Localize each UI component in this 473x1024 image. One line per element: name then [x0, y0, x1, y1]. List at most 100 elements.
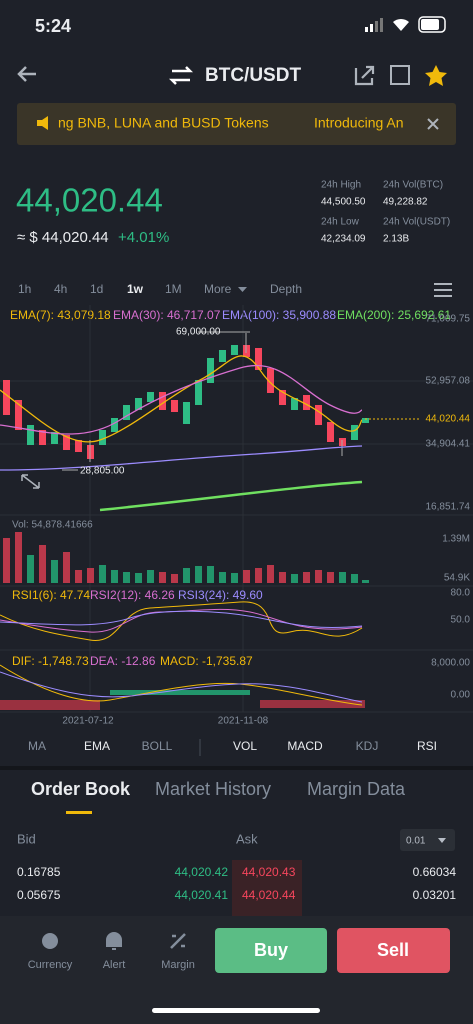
ask-price: 44,020.44: [242, 888, 296, 902]
ask-price: 44,020.43: [242, 865, 296, 879]
share[interactable]: [354, 65, 375, 86]
interval[interactable]: 1d: [90, 282, 103, 296]
dif: [0, 664, 363, 706]
banner[interactable]: [17, 103, 456, 145]
margin-icon: [170, 933, 186, 949]
interval[interactable]: More: [204, 282, 232, 296]
stat-label: 24h High: [321, 180, 361, 191]
stat-label: 24h Vol(BTC): [383, 180, 443, 191]
macd-labels: DIF: -1,748.73 DEA: -12.86 MACD: -1,735.…: [12, 654, 253, 668]
stat-label: 24h Vol(USDT): [383, 217, 450, 228]
indicator[interactable]: MA: [28, 739, 46, 753]
interval[interactable]: 1M: [165, 282, 182, 296]
axis-label: 50.0: [451, 615, 471, 626]
ema-labels: EMA(7): 43,079.18 EMA(30): 46,717.07 EMA…: [10, 308, 451, 322]
axis-label: 71,009.75: [426, 314, 471, 325]
axis-label: 0.00: [451, 690, 471, 701]
ema100: [0, 445, 363, 471]
swap[interactable]: [168, 66, 194, 85]
favorite[interactable]: [425, 65, 447, 86]
pair: BTC/USDT: [205, 65, 301, 86]
interval[interactable]: 1h: [18, 282, 31, 296]
macd-label: DEA: -12.86: [90, 654, 156, 668]
banner-text: Introducing An: [314, 115, 404, 131]
current-price: 44,020.44: [426, 414, 471, 425]
nav-label[interactable]: Currency: [28, 959, 73, 971]
megaphone: [37, 116, 48, 130]
candles: [3, 333, 369, 462]
vol-label: Vol: 54,878.41666: [12, 520, 93, 531]
stat-value: 42,234.09: [321, 234, 366, 245]
high-label: 69,000.00: [176, 327, 221, 338]
dea: [0, 671, 363, 703]
back[interactable]: [17, 66, 36, 82]
precision-value: 0.01: [406, 836, 426, 847]
precision[interactable]: [400, 829, 455, 851]
buy-button[interactable]: [215, 928, 327, 973]
indicator[interactable]: RSI: [417, 739, 437, 753]
bid-header: Bid: [17, 831, 36, 846]
indicator[interactable]: BOLL: [142, 739, 173, 753]
tab[interactable]: Order Book: [31, 779, 131, 799]
stat-label: 24h Low: [321, 217, 360, 228]
interval[interactable]: Depth: [270, 282, 302, 296]
ema-label: EMA(7): 43,079.18: [10, 308, 111, 322]
dropdown: [238, 287, 247, 292]
ema30: [0, 364, 363, 435]
macd-bars-neg: [0, 700, 100, 710]
nav-label[interactable]: Alert: [103, 959, 126, 971]
rsi1: [0, 601, 363, 641]
price-axis: 71,009.75 52,957.08 34,904.41 16,851.74: [426, 314, 471, 513]
time: 5:24: [35, 16, 71, 36]
status-icons: [365, 16, 446, 33]
macd-bars-neg: [260, 700, 365, 708]
macd-label: MACD: -1,735.87: [160, 654, 253, 668]
separator: [0, 766, 473, 770]
nav-label[interactable]: Margin: [161, 959, 195, 971]
bid-price: 44,020.42: [175, 865, 229, 879]
ema7: [0, 355, 363, 443]
axis-label: 34,904.41: [426, 439, 471, 450]
stats: 24h High 44,500.50 24h Vol(BTC) 49,228.8…: [321, 180, 450, 245]
ema-label: EMA(200): 25,692.61: [337, 308, 451, 322]
last-price: 44,020.44: [16, 182, 163, 219]
date: 2021-07-12: [62, 716, 114, 727]
axis-label: 16,851.74: [426, 502, 471, 513]
indicator[interactable]: EMA: [84, 739, 110, 753]
sell-button[interactable]: [337, 928, 450, 973]
dropdown: [438, 838, 446, 843]
rsi3: [0, 610, 363, 629]
tab[interactable]: Margin Data: [307, 779, 406, 799]
rsi-labels: RSI1(6): 47.74 RSI2(12): 46.26 RSI3(24):…: [12, 588, 263, 602]
close[interactable]: [427, 118, 439, 130]
indicator[interactable]: KDJ: [356, 739, 379, 753]
ema-label: EMA(100): 35,900.88: [222, 308, 336, 322]
axis-label: 54.9K: [444, 573, 470, 584]
ema200: [99, 480, 363, 512]
expand[interactable]: [21, 474, 40, 489]
indicator[interactable]: VOL: [233, 739, 257, 753]
tab[interactable]: Market History: [155, 779, 271, 799]
ask-qty: 0.66034: [413, 865, 457, 879]
alert-icon: [106, 932, 122, 950]
stat-value: 44,500.50: [321, 197, 366, 208]
bid-price: 44,020.41: [175, 888, 229, 902]
low-label: 28,805.00: [80, 466, 125, 477]
macd-bars-pos: [110, 690, 250, 695]
buy-label: Buy: [254, 940, 288, 960]
info[interactable]: [390, 65, 410, 85]
interval[interactable]: 4h: [54, 282, 67, 296]
axis-label: 1.39M: [442, 534, 470, 545]
stat-value: 49,228.82: [383, 197, 428, 208]
axis-label: 80.0: [451, 588, 471, 599]
rsi-label: RSI3(24): 49.60: [178, 588, 263, 602]
axis-label: 8,000.00: [431, 658, 470, 669]
sell-label: Sell: [377, 940, 409, 960]
settings[interactable]: [434, 283, 452, 297]
rsi-label: RSI1(6): 47.74: [12, 588, 90, 602]
interval[interactable]: 1w: [127, 282, 144, 296]
indicator[interactable]: MACD: [287, 739, 323, 753]
rsi-label: RSI2(12): 46.26: [90, 588, 175, 602]
change: +4.01%: [118, 229, 169, 246]
